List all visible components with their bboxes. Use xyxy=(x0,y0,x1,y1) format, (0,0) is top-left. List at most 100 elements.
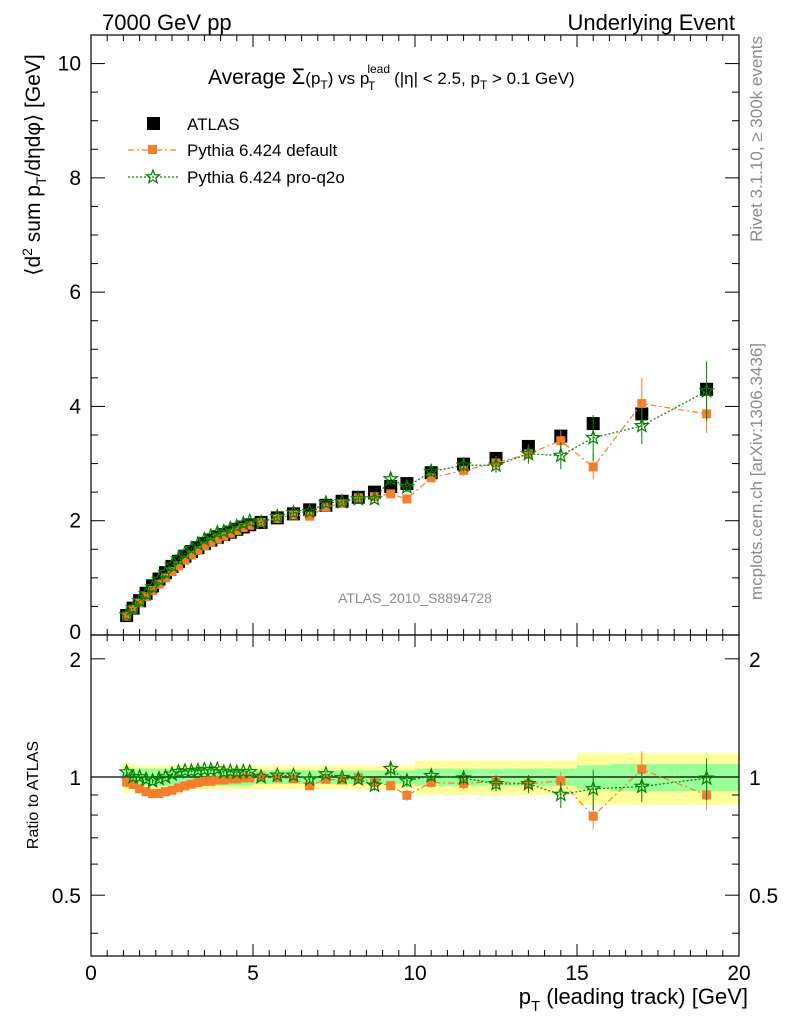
analysis-tag: ATLAS_2010_S8894728 xyxy=(338,590,492,606)
pythia-proq2o-ratio-point xyxy=(382,759,399,776)
pythia-default-ratio-point xyxy=(186,779,196,789)
pythia-proq2o-point xyxy=(202,527,220,544)
ratio-y-axis-label: Ratio to ATLAS xyxy=(25,741,42,849)
pythia-default-ratio-point xyxy=(219,775,229,785)
pythia-proq2o-point xyxy=(241,512,259,529)
pythia-proq2o-ratio-point xyxy=(552,785,570,802)
pythia-default-point xyxy=(212,534,222,544)
pythia-default-ratio-point xyxy=(402,790,412,800)
legend-label-pythia-default: Pythia 6.424 default xyxy=(187,141,338,160)
pythia-default-point xyxy=(245,520,255,530)
pythia-default-point xyxy=(154,579,164,589)
pythia-default-point xyxy=(206,537,216,547)
pythia-proq2o-point xyxy=(350,490,367,507)
pythia-proq2o-point xyxy=(487,456,505,473)
pythia-proq2o-point xyxy=(176,544,194,561)
pythia-default-point xyxy=(556,436,566,446)
pythia-default-point xyxy=(588,462,598,472)
header-right: Underlying Event xyxy=(567,10,735,35)
pythia-proq2o-point xyxy=(228,517,246,534)
pythia-proq2o-ratio-point xyxy=(209,760,226,777)
pythia-proq2o-point xyxy=(301,502,318,519)
x-tick-label: 0 xyxy=(85,962,97,985)
pythia-default-ratio-point xyxy=(238,773,248,783)
pythia-proq2o-ratio-point xyxy=(252,768,270,785)
pythia-proq2o-ratio-point xyxy=(183,762,200,779)
pythia-default-point xyxy=(186,550,196,560)
pythia-default-ratio-point xyxy=(232,774,242,784)
pythia-proq2o-point xyxy=(455,456,472,473)
pythia-proq2o-ratio-point xyxy=(150,770,168,786)
y-tick-label-ratio: 0.5 xyxy=(52,885,81,908)
pythia-proq2o-point xyxy=(317,494,335,511)
pythia-proq2o-ratio-point xyxy=(241,763,259,779)
pythia-default-ratio-point xyxy=(206,776,216,786)
pythia-default-point xyxy=(321,502,331,512)
plot-title: Average Σ(pT) vs plead T (|η| < 2.5, pT >… xyxy=(208,62,575,93)
y-tick-label-main: 10 xyxy=(58,53,81,76)
pythia-proq2o-ratio-point xyxy=(487,775,505,791)
pythia-default-point xyxy=(637,399,647,409)
pythia-default-ratio-point xyxy=(154,788,164,798)
pythia-default-line xyxy=(126,402,707,617)
pythia-proq2o-ratio-point xyxy=(144,772,161,789)
pythia-proq2o-ratio-point xyxy=(398,772,416,788)
x-tick-label: 5 xyxy=(247,962,259,985)
pythia-proq2o-point xyxy=(285,503,302,520)
pythia-default-point xyxy=(173,561,183,571)
pythia-default-point xyxy=(193,545,203,555)
pythia-default-ratio-point xyxy=(321,774,331,784)
pythia-default-ratio-point xyxy=(173,783,183,793)
pythia-proq2o-point xyxy=(269,507,286,524)
pythia-default-point xyxy=(199,541,209,551)
x-tick-label: 10 xyxy=(403,962,426,985)
legend: ATLAS Pythia 6.424 default Pythia 6.424 … xyxy=(128,115,345,187)
pythia-default-ratio-point xyxy=(426,777,436,787)
pythia-default-point xyxy=(225,528,235,538)
y-tick-label-main: 6 xyxy=(69,281,81,304)
pythia-proq2o-point xyxy=(698,382,715,399)
pythia-default-ratio-point xyxy=(122,777,132,787)
pythia-default-ratio-point xyxy=(305,781,315,791)
pythia-proq2o-point xyxy=(222,519,239,536)
pythia-default-ratio-point xyxy=(161,787,171,797)
legend-marker-pythia-default xyxy=(148,145,157,154)
legend-star-shape xyxy=(144,168,162,185)
pythia-default-point xyxy=(305,511,315,521)
pythia-default-ratio-point xyxy=(199,776,209,786)
pythia-proq2o-point xyxy=(124,599,142,616)
pythia-proq2o-point xyxy=(366,490,383,507)
pythia-default-ratio-point xyxy=(141,787,151,797)
pythia-proq2o-ratio-point xyxy=(202,761,220,778)
pythia-default-point xyxy=(426,473,436,483)
pythia-proq2o-point xyxy=(382,470,399,487)
legend-label-pythia-proq2o: Pythia 6.424 pro-q2o xyxy=(187,168,345,187)
y-tick-label-ratio-right: 0.5 xyxy=(749,885,778,908)
pythia-default-point xyxy=(219,531,229,541)
x-tick-label: 20 xyxy=(727,962,750,985)
pythia-default-point xyxy=(122,611,132,621)
y-tick-label-ratio-right: 1 xyxy=(749,767,761,790)
pythia-proq2o-ratio-point xyxy=(317,765,335,782)
pythia-default-ratio-point xyxy=(167,785,177,795)
mcplots-label: mcplots.cern.ch [arXiv:1306.3436] xyxy=(747,343,766,600)
pythia-proq2o-point xyxy=(422,462,440,479)
rivet-label: Rivet 3.1.10, ≥ 300k events xyxy=(747,36,766,242)
pythia-default-ratio-point xyxy=(245,773,255,783)
pythia-default-point xyxy=(238,523,248,533)
pythia-proq2o-point xyxy=(157,563,174,580)
pythia-default-point xyxy=(167,567,177,577)
y-tick-label-main: 2 xyxy=(69,510,81,533)
legend-marker-atlas xyxy=(147,117,160,130)
legend-marker-pythia-proq2o xyxy=(144,168,162,185)
pythia-proq2o-ratio-point xyxy=(301,770,318,787)
pythia-default-ratio-point xyxy=(386,781,396,791)
pythia-proq2o-point xyxy=(196,530,213,547)
pythia-default-ratio-point xyxy=(135,784,145,794)
pythia-default-point xyxy=(402,494,412,504)
header-left: 7000 GeV pp xyxy=(102,10,232,35)
pythia-proq2o-ratio-point xyxy=(163,765,181,782)
pythia-default-ratio-point xyxy=(588,811,598,821)
pythia-proq2o-point xyxy=(398,478,416,495)
